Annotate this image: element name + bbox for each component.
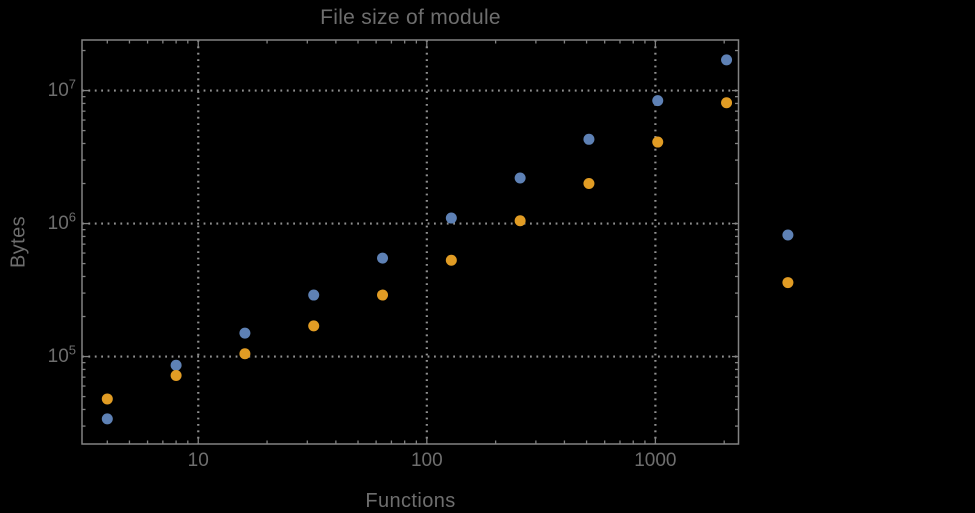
- data-point-blue: [308, 289, 320, 301]
- data-point-blue: [239, 327, 251, 339]
- y-axis-label: Bytes: [7, 215, 30, 269]
- x-tick-label: 1000: [634, 450, 677, 471]
- data-point-blue: [782, 229, 794, 241]
- data-point-blue: [445, 212, 457, 224]
- x-tick-label: 10: [187, 450, 209, 471]
- data-point-orange: [308, 320, 320, 332]
- data-point-orange: [445, 254, 457, 266]
- x-tick-label: 100: [410, 450, 443, 471]
- data-point-orange: [652, 136, 664, 148]
- x-axis-label: Functions: [365, 490, 456, 512]
- y-tick-label: 106: [47, 209, 76, 234]
- data-point-orange: [239, 348, 251, 360]
- data-point-blue: [514, 172, 526, 184]
- data-point-orange: [583, 178, 595, 190]
- data-point-orange: [721, 97, 733, 109]
- data-point-blue: [377, 252, 389, 264]
- chart-title: File size of module: [320, 6, 501, 29]
- y-tick-label: 107: [47, 76, 76, 101]
- data-point-orange: [514, 215, 526, 227]
- plot-frame: [81, 39, 740, 445]
- data-point-blue: [583, 133, 595, 145]
- data-point-blue: [652, 95, 664, 107]
- data-point-orange: [170, 370, 182, 382]
- data-point-blue: [721, 54, 733, 66]
- data-point-orange: [101, 393, 113, 405]
- y-tick-label: 105: [47, 342, 76, 367]
- data-point-orange: [377, 289, 389, 301]
- data-point-blue: [170, 359, 182, 371]
- data-point-blue: [101, 413, 113, 425]
- data-point-orange: [782, 277, 794, 289]
